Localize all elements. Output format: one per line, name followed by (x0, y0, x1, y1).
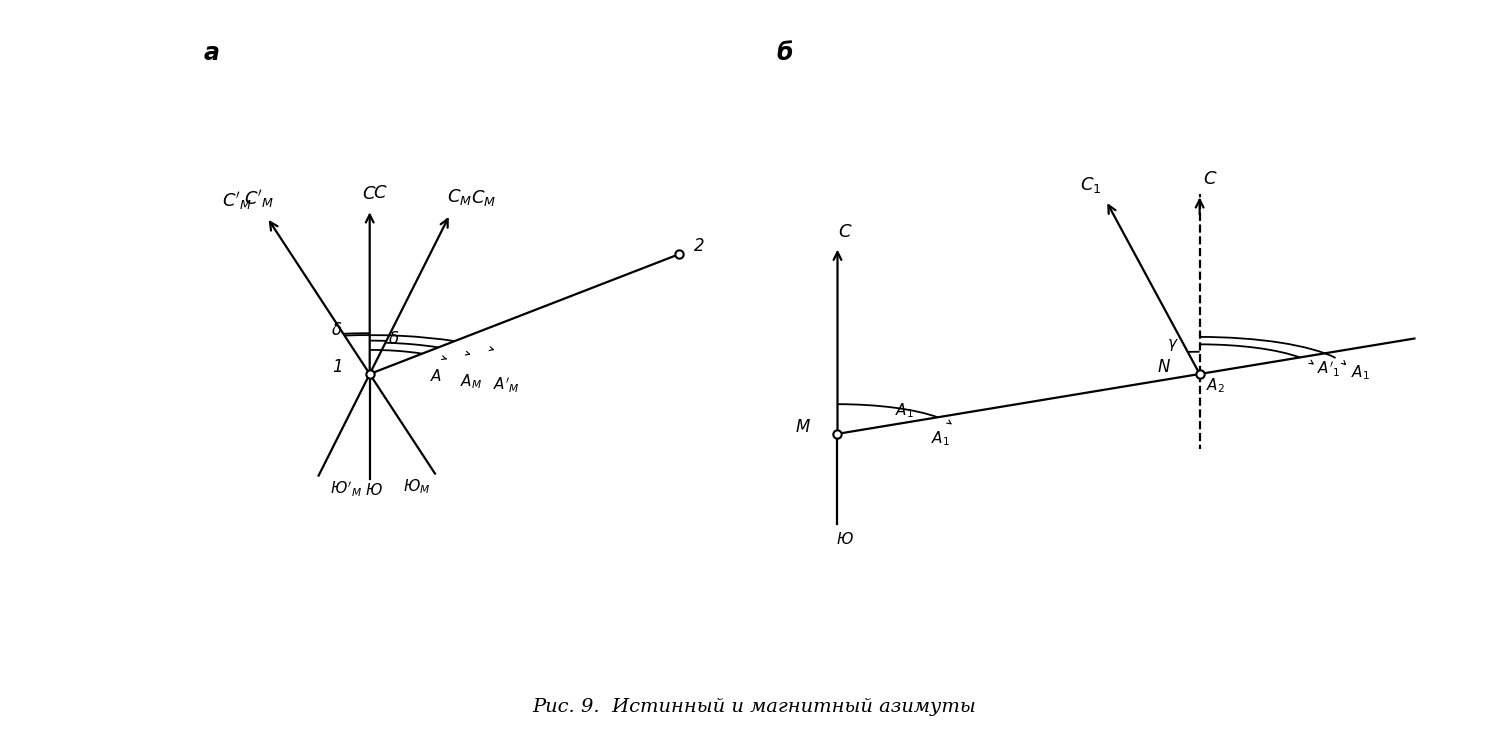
Text: $C_1$: $C_1$ (1080, 174, 1102, 194)
Text: $C'_M$: $C'_M$ (222, 189, 252, 212)
Text: $A_1$: $A_1$ (895, 401, 914, 420)
Text: 2: 2 (694, 236, 705, 254)
Text: $C$: $C$ (362, 185, 377, 203)
Text: $Ю$: $Ю$ (836, 531, 854, 547)
Text: $\gamma$: $\gamma$ (1166, 337, 1179, 352)
Text: $Ю'_M$: $Ю'_M$ (330, 479, 362, 499)
Text: $C_M$: $C_M$ (471, 188, 496, 209)
Text: Рис. 9.  Истинный и магнитный азимуты: Рис. 9. Истинный и магнитный азимуты (533, 698, 976, 716)
Text: $\delta$: $\delta$ (388, 330, 400, 348)
Text: $Ю_M$: $Ю_M$ (403, 477, 430, 496)
Text: $A$: $A$ (430, 369, 442, 384)
Text: $A'_1$: $A'_1$ (1317, 359, 1342, 378)
Text: $A_1$: $A_1$ (1351, 364, 1370, 382)
Text: $C$: $C$ (1203, 171, 1218, 188)
Text: $A_2$: $A_2$ (1206, 376, 1225, 395)
Text: $A_1$: $A_1$ (931, 429, 951, 447)
Text: M: M (795, 417, 810, 435)
Text: N: N (1157, 358, 1169, 375)
Text: 1: 1 (332, 358, 343, 375)
Text: $A'_M$: $A'_M$ (493, 375, 521, 395)
Text: $C$: $C$ (837, 223, 853, 241)
Text: $Ю$: $Ю$ (365, 482, 383, 498)
Text: $C_M$: $C_M$ (447, 187, 472, 207)
Text: $A_M$: $A_M$ (460, 372, 483, 390)
Text: $C$: $C$ (373, 184, 388, 202)
Text: $C'_M$: $C'_M$ (244, 188, 275, 210)
Text: б: б (777, 41, 792, 65)
Text: а: а (204, 41, 219, 65)
Text: $\delta$: $\delta$ (330, 321, 343, 339)
